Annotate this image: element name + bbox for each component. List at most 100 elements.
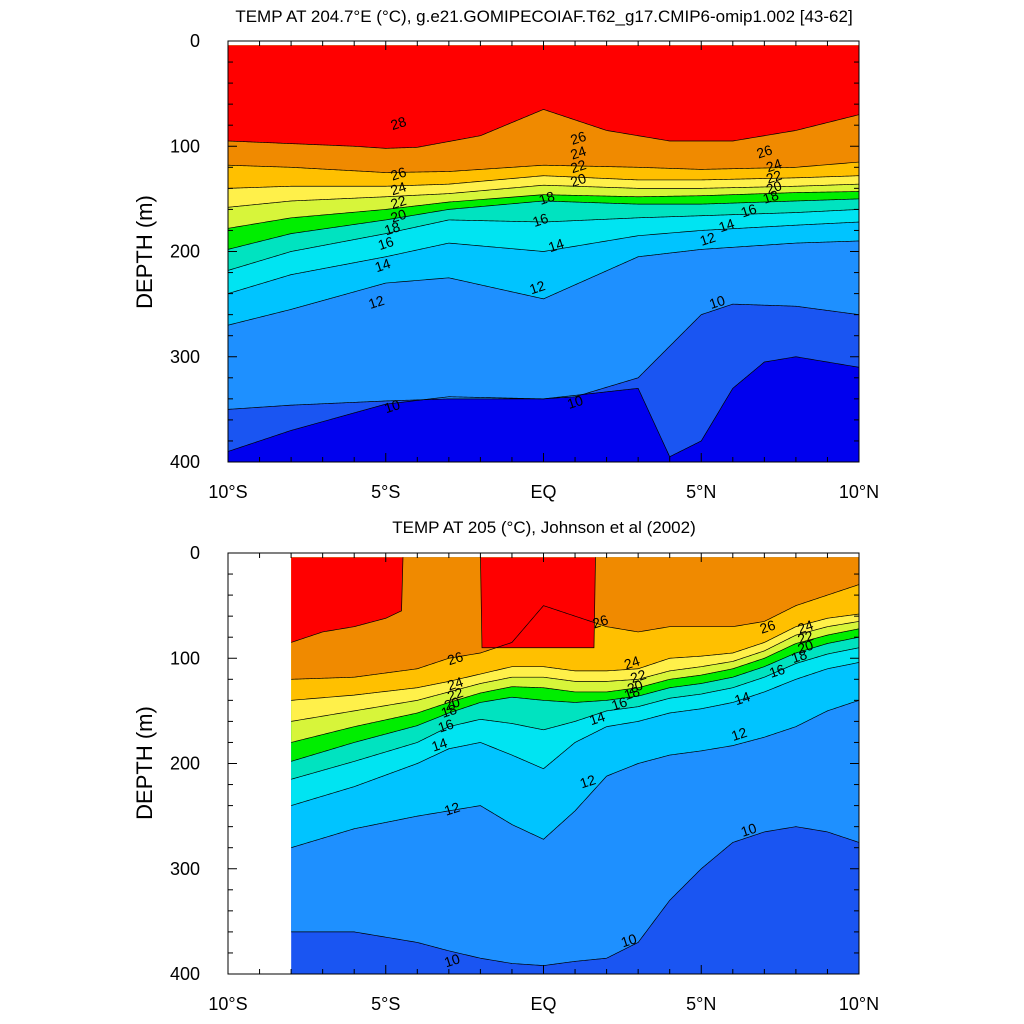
y-axis-label: DEPTH (m) <box>132 195 157 309</box>
contour-fills <box>228 45 859 463</box>
contour-label: 18 <box>761 187 781 207</box>
contour-label: 18 <box>789 646 809 666</box>
y-tick-label: 300 <box>170 859 200 879</box>
contour-label: 24 <box>764 155 784 175</box>
isotherm-20 <box>228 191 859 229</box>
contour-label: 16 <box>609 693 629 713</box>
isotherm-28 <box>291 557 596 649</box>
panel-title: TEMP AT 204.7°E (°C), g.e21.GOMIPECOIAF.… <box>235 7 852 26</box>
y-axis-label: DEPTH (m) <box>132 706 157 820</box>
isotherm-16 <box>228 209 859 271</box>
contour-label: 18 <box>537 188 557 208</box>
y-tick-label: 0 <box>190 543 200 563</box>
isotherm-24 <box>291 613 860 701</box>
contour-label: 26 <box>388 164 408 184</box>
isotherm-22 <box>228 183 859 208</box>
contour-label: 14 <box>430 734 450 754</box>
contour-label: 22 <box>795 627 815 647</box>
contour-label: 24 <box>622 652 642 672</box>
isotherm-18 <box>228 198 859 250</box>
contour-label: 12 <box>578 771 598 791</box>
contour-label: 24 <box>568 142 588 162</box>
isotherm-12 <box>228 240 859 326</box>
contour-label: 22 <box>764 167 784 187</box>
contour-label: 20 <box>568 170 588 190</box>
x-tick-label: 10°N <box>839 994 879 1014</box>
contour-label: 20 <box>388 206 408 226</box>
isotherm-16 <box>291 647 860 780</box>
contour-label: 18 <box>382 218 402 238</box>
contour-label: 24 <box>795 617 815 637</box>
isotherm-24 <box>228 175 859 189</box>
x-tick-label: 5°N <box>686 994 716 1014</box>
contour-lines <box>291 557 860 966</box>
contour-label: 22 <box>388 192 408 212</box>
y-tick-label: 100 <box>170 648 200 668</box>
contour-label: 10 <box>619 930 639 950</box>
isotherm-22 <box>291 621 860 722</box>
contour-lines <box>228 109 859 458</box>
isotherm-18 <box>291 636 860 762</box>
contour-label: 26 <box>445 648 465 668</box>
contour-label: 12 <box>366 292 386 312</box>
contour-label: 16 <box>436 716 456 736</box>
contour-label: 20 <box>795 637 815 657</box>
axes: 10°S 5°S EQ 5°N 10°N 0 100 200 300 400 <box>170 543 879 1014</box>
contour-label: 12 <box>527 277 547 297</box>
y-tick-label: 200 <box>170 754 200 774</box>
isotherm-26 <box>228 161 859 173</box>
contour-label: 26 <box>754 141 774 161</box>
contour-label: 10 <box>442 950 462 970</box>
observed-temperature-panel: TEMP AT 205 (°C), Johnson et al (2002) D… <box>132 518 879 1014</box>
contour-label: 14 <box>373 255 393 275</box>
contour-label: 12 <box>729 724 749 744</box>
isotherm-10 <box>291 826 860 966</box>
contour-label: 12 <box>698 229 718 249</box>
model-temperature-panel: TEMP AT 204.7°E (°C), g.e21.GOMIPECOIAF.… <box>132 7 879 502</box>
x-tick-label: 5°N <box>686 482 716 502</box>
x-tick-label: 10°S <box>208 482 247 502</box>
contour-label: 10 <box>565 392 585 412</box>
contour-label: 16 <box>767 661 787 681</box>
contour-label: 12 <box>442 799 462 819</box>
contour-labels: 2624222018161412102624222018161412102624… <box>430 611 816 970</box>
contour-label: 24 <box>388 178 408 198</box>
contour-label: 28 <box>388 113 408 133</box>
contour-band-28 <box>228 45 859 149</box>
contour-label: 10 <box>707 292 727 312</box>
contour-label: 26 <box>758 617 778 637</box>
y-tick-label: 400 <box>170 452 200 472</box>
contour-label: 22 <box>568 156 588 176</box>
isotherm-14 <box>291 662 860 806</box>
contour-label: 14 <box>717 215 737 235</box>
contour-band-28 <box>291 557 596 648</box>
contour-label: 24 <box>445 673 465 693</box>
y-tick-label: 400 <box>170 964 200 984</box>
isotherm-20 <box>291 628 860 743</box>
x-tick-label: 5°S <box>371 482 400 502</box>
contour-label: 10 <box>739 820 759 840</box>
panel-title: TEMP AT 205 (°C), Johnson et al (2002) <box>392 518 696 537</box>
contour-fills <box>291 557 860 974</box>
y-tick-label: 100 <box>170 136 200 156</box>
contour-label: 26 <box>590 611 610 631</box>
isotherm-10 <box>228 303 859 410</box>
x-tick-label: 10°N <box>839 482 879 502</box>
contour-label: 14 <box>587 708 607 728</box>
contour-label: 14 <box>546 235 566 255</box>
y-tick-label: 200 <box>170 242 200 262</box>
x-tick-label: EQ <box>530 482 556 502</box>
x-tick-label: 10°S <box>208 994 247 1014</box>
contour-label: 22 <box>628 666 648 686</box>
isotherm-26 <box>291 584 860 680</box>
contour-label: 22 <box>445 684 465 704</box>
contour-label: 20 <box>764 177 784 197</box>
contour-label: 20 <box>442 693 462 713</box>
y-tick-label: 300 <box>170 347 200 367</box>
contour-label: 16 <box>376 233 396 253</box>
contour-labels: 2826242220181614121026242220181614121026… <box>366 113 784 416</box>
x-tick-label: EQ <box>530 994 556 1014</box>
isotherm-14 <box>228 221 859 294</box>
isotherm-12 <box>291 700 860 849</box>
